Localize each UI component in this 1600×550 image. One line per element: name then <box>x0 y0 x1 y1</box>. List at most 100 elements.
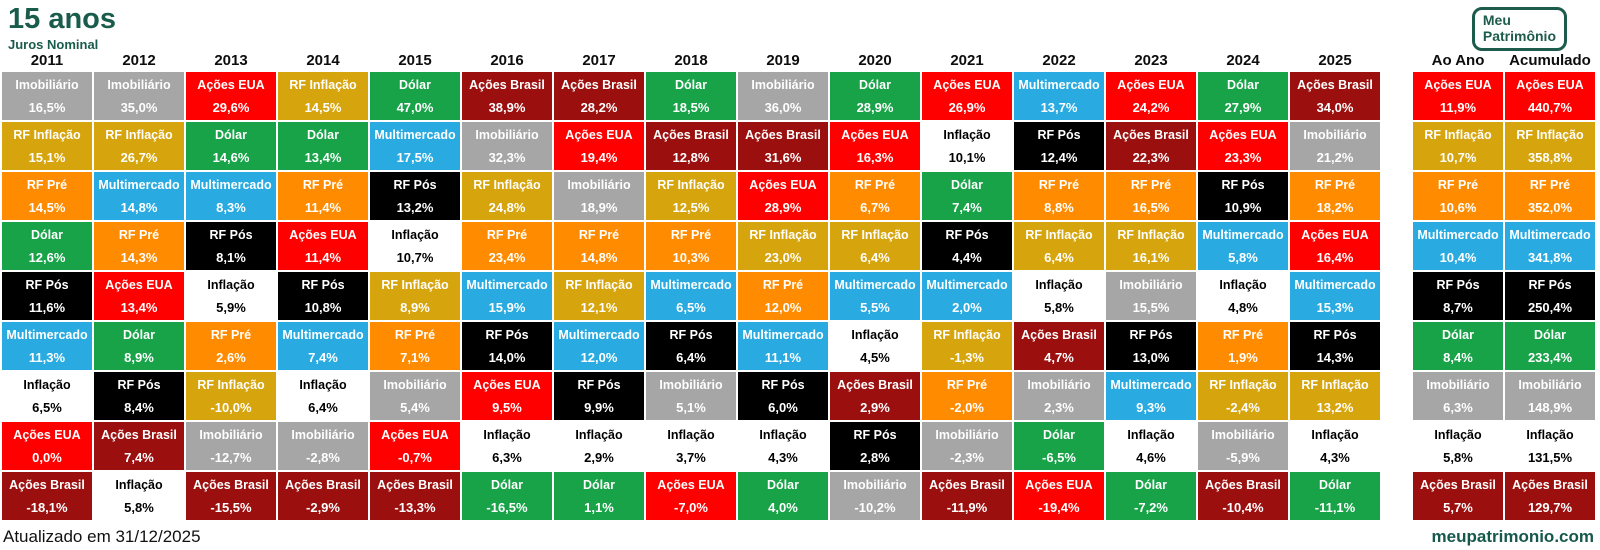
asset-cell: RF Pré 14,3% <box>94 222 184 270</box>
asset-value: 14,0% <box>488 349 526 365</box>
asset-value: 14,3% <box>120 249 158 265</box>
asset-value: 11,1% <box>764 349 802 365</box>
asset-name: Multimercado <box>1294 277 1376 292</box>
year-column-2019: 2019 Imobiliário 36,0% Ações Brasil 31,6% Açõ… <box>738 52 828 522</box>
year-columns-grid: 2011 Imobiliário 16,5% RF Inflação 15,1% RF P… <box>2 52 1380 522</box>
asset-name: Inflação <box>1127 427 1175 442</box>
asset-cell: Ações Brasil 31,6% <box>738 122 828 170</box>
asset-name: Ações EUA <box>933 77 1001 92</box>
asset-cell: Ações EUA 11,4% <box>278 222 368 270</box>
asset-value: 12,0% <box>580 349 618 365</box>
asset-value: 4,3% <box>768 449 798 465</box>
asset-cell: Multimercado 2,0% <box>922 272 1012 320</box>
asset-cell: RF Inflação 12,5% <box>646 172 736 220</box>
asset-cell: Multimercado 5,5% <box>830 272 920 320</box>
asset-value: 8,4% <box>124 399 154 415</box>
asset-value: 6,4% <box>308 399 338 415</box>
asset-value: 13,2% <box>1316 399 1354 415</box>
asset-cell: RF Pré 14,8% <box>554 222 644 270</box>
asset-cell: Inflação 4,8% <box>1198 272 1288 320</box>
asset-value: 8,3% <box>216 199 246 215</box>
asset-value: 26,9% <box>948 99 986 115</box>
asset-cell: Imobiliário -2,8% <box>278 422 368 470</box>
asset-name: Imobiliário <box>1119 277 1183 292</box>
asset-cell: RF Pré 18,2% <box>1290 172 1380 220</box>
asset-name: Ações Brasil <box>1420 477 1496 492</box>
asset-value: 3,7% <box>676 449 706 465</box>
asset-name: Inflação <box>299 377 347 392</box>
asset-name: Imobiliário <box>107 77 171 92</box>
asset-value: 28,9% <box>856 99 894 115</box>
asset-value: 10,4% <box>1439 249 1477 265</box>
asset-value: 5,1% <box>676 399 706 415</box>
asset-cell: Ações Brasil 7,4% <box>94 422 184 470</box>
asset-cell: Dólar 14,6% <box>186 122 276 170</box>
asset-cell: Inflação 3,7% <box>646 422 736 470</box>
asset-cell: Dólar 28,9% <box>830 72 920 120</box>
asset-name: Imobiliário <box>15 77 79 92</box>
asset-cell: Multimercado 11,3% <box>2 322 92 370</box>
asset-name: RF Pós <box>301 277 345 292</box>
asset-cell: RF Pós 10,9% <box>1198 172 1288 220</box>
asset-cell: Dólar -11,1% <box>1290 472 1380 520</box>
asset-cell: Ações EUA 28,9% <box>738 172 828 220</box>
asset-cell: RF Pós 9,9% <box>554 372 644 420</box>
asset-value: 29,6% <box>212 99 250 115</box>
asset-value: 7,1% <box>400 349 430 365</box>
asset-value: 250,4% <box>1527 299 1573 315</box>
asset-name: Dólar <box>1319 477 1351 492</box>
column-header: 2024 <box>1226 52 1260 69</box>
asset-cell: RF Inflação -2,4% <box>1198 372 1288 420</box>
asset-cell: Inflação 10,7% <box>370 222 460 270</box>
asset-cell: RF Pós 6,0% <box>738 372 828 420</box>
asset-cell: Dólar 233,4% <box>1505 322 1595 370</box>
asset-cell: Ações EUA 16,3% <box>830 122 920 170</box>
asset-name: RF Pré <box>578 227 620 242</box>
asset-value: 16,5% <box>1132 199 1170 215</box>
asset-name: Multimercado <box>1509 227 1591 242</box>
asset-cell: Dólar -16,5% <box>462 472 552 520</box>
asset-name: Inflação <box>1219 277 1267 292</box>
asset-cell: Ações EUA 24,2% <box>1106 72 1196 120</box>
asset-cell: Inflação 5,8% <box>1014 272 1104 320</box>
asset-value: 14,5% <box>28 199 66 215</box>
asset-name: RF Pré <box>670 227 712 242</box>
asset-cell: RF Pré 8,8% <box>1014 172 1104 220</box>
asset-name: Dólar <box>1227 77 1259 92</box>
asset-name: Inflação <box>1311 427 1359 442</box>
asset-name: Ações Brasil <box>1021 327 1097 342</box>
column-header: 2015 <box>398 52 432 69</box>
asset-name: Ações Brasil <box>285 477 361 492</box>
asset-name: Dólar <box>31 227 63 242</box>
page-subtitle: Juros Nominal <box>8 37 99 52</box>
asset-name: Multimercado <box>558 327 640 342</box>
asset-value: 9,5% <box>492 399 522 415</box>
asset-value: 11,4% <box>304 249 342 265</box>
asset-value: 6,5% <box>32 399 62 415</box>
column-header: 2023 <box>1134 52 1168 69</box>
asset-value: 10,9% <box>1224 199 1262 215</box>
asset-cell: Inflação 6,5% <box>2 372 92 420</box>
asset-name: RF Pré <box>1529 177 1571 192</box>
asset-cell: Multimercado 341,8% <box>1505 222 1595 270</box>
asset-name: Imobiliário <box>291 427 355 442</box>
year-column-2014: 2014 RF Inflação 14,5% Dólar 13,4% RF Pré 11,4… <box>278 52 368 522</box>
asset-value: 14,6% <box>212 149 250 165</box>
asset-cell: Imobiliário 35,0% <box>94 72 184 120</box>
asset-cell: Dólar -7,2% <box>1106 472 1196 520</box>
asset-name: Imobiliário <box>751 77 815 92</box>
asset-name: RF Pós <box>117 377 161 392</box>
updated-date-label: Atualizado em 31/12/2025 <box>3 527 201 546</box>
asset-cell: RF Pós 14,3% <box>1290 322 1380 370</box>
asset-value: 1,9% <box>1228 349 1258 365</box>
asset-value: 47,0% <box>396 99 434 115</box>
asset-name: Ações EUA <box>841 127 909 142</box>
asset-value: 352,0% <box>1527 199 1573 215</box>
asset-name: Ações EUA <box>1516 77 1584 92</box>
asset-value: -5,9% <box>1226 449 1260 465</box>
asset-name: Ações Brasil <box>377 477 453 492</box>
asset-cell: Imobiliário 16,5% <box>2 72 92 120</box>
asset-cell: Ações EUA 440,7% <box>1505 72 1595 120</box>
asset-value: 32,3% <box>488 149 526 165</box>
